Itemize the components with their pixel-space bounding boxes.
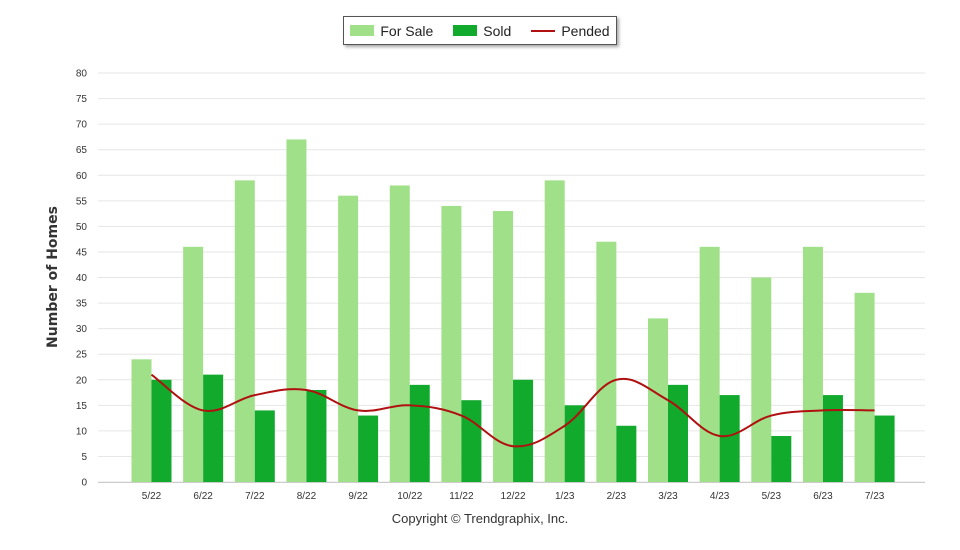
x-tick-label: 8/22 [297, 491, 317, 502]
bar-sold[interactable] [409, 384, 430, 482]
bar-sold[interactable] [822, 395, 843, 482]
y-tick-label: 70 [76, 120, 88, 131]
bar-sold[interactable] [358, 415, 379, 482]
bar-sold[interactable] [668, 384, 688, 482]
bar-sold[interactable] [771, 435, 792, 482]
legend-item-for-sale[interactable]: For Sale [350, 23, 433, 39]
legend-swatch-pended [531, 29, 556, 32]
y-tick-label: 50 [76, 222, 88, 233]
copyright-text: Copyright © Trendgraphix, Inc. [391, 511, 569, 526]
bar-for-sale[interactable] [131, 359, 152, 482]
pended-line [150, 373, 875, 448]
y-tick-label: 30 [76, 324, 88, 335]
legend-label-for-sale: For Sale [380, 22, 434, 39]
line-pended[interactable] [150, 373, 875, 448]
y-tick-label: 55 [76, 196, 88, 207]
x-tick-label: 12/22 [501, 491, 526, 502]
bar-sold[interactable] [616, 425, 637, 482]
legend-item-pended[interactable]: Pended [531, 22, 610, 39]
y-tick-label: 35 [76, 299, 88, 310]
bars [131, 139, 895, 483]
x-tick-label: 1/23 [555, 491, 575, 502]
bar-for-sale[interactable] [544, 180, 565, 483]
y-tick-label: 65 [76, 145, 88, 156]
x-tick-label: 2/23 [607, 491, 627, 502]
x-tick-label: 7/23 [865, 491, 885, 502]
bar-for-sale[interactable] [751, 277, 772, 483]
x-tick-label: 7/22 [245, 491, 265, 502]
y-tick-label: 20 [76, 375, 88, 386]
bar-for-sale[interactable] [699, 246, 720, 482]
bar-sold[interactable] [151, 379, 172, 482]
bar-sold[interactable] [306, 389, 327, 482]
x-tick-label: 5/23 [762, 491, 782, 502]
bar-for-sale[interactable] [234, 180, 255, 483]
x-tick-label: 9/22 [348, 491, 368, 502]
bar-for-sale[interactable] [441, 205, 462, 483]
bar-for-sale[interactable] [648, 318, 668, 482]
legend-swatch-for-sale [350, 25, 375, 36]
bar-sold[interactable] [874, 415, 895, 482]
x-tick-labels: 5/22 6/22 7/22 8/22 9/22 10/22 11/22 12/22 1/23 2… [142, 491, 885, 502]
y-tick-labels: 0 5 10 15 20 25 30 35 40 45 50 55 60 65 70 75 80 [76, 69, 88, 489]
y-tick-label: 5 [81, 452, 87, 463]
bar-for-sale[interactable] [802, 246, 823, 482]
bar-for-sale[interactable] [854, 292, 875, 482]
y-tick-label: 15 [76, 401, 88, 412]
y-tick-label: 0 [81, 478, 87, 489]
bar-sold[interactable] [254, 410, 275, 482]
x-tick-label: 6/23 [813, 491, 833, 502]
bar-for-sale[interactable] [596, 241, 617, 482]
y-tick-label: 80 [76, 69, 88, 80]
x-tick-label: 5/22 [142, 491, 162, 502]
y-tick-label: 10 [76, 426, 88, 437]
y-axis-label: Number of Homes [45, 206, 61, 348]
bar-for-sale[interactable] [493, 211, 514, 482]
x-tick-label: 11/22 [449, 491, 474, 502]
bar-for-sale[interactable] [338, 195, 359, 482]
x-tick-label: 10/22 [397, 491, 422, 502]
bar-sold[interactable] [564, 405, 585, 482]
legend-item-sold[interactable]: Sold [453, 23, 511, 39]
x-tick-label: 4/23 [710, 491, 730, 502]
bar-sold[interactable] [461, 400, 482, 482]
bar-sold[interactable] [203, 374, 224, 482]
y-tick-label: 60 [76, 171, 88, 182]
bar-for-sale[interactable] [183, 246, 204, 482]
legend-label-sold: Sold [483, 22, 512, 39]
legend-swatch-sold [453, 25, 478, 36]
y-tick-label: 25 [76, 350, 88, 361]
legend: For Sale Sold Pended [343, 16, 617, 45]
y-tick-label: 75 [76, 94, 88, 105]
bar-for-sale[interactable] [286, 139, 307, 482]
bar-sold[interactable] [513, 379, 534, 482]
legend-label-pended: Pended [561, 22, 610, 39]
bar-for-sale[interactable] [389, 185, 410, 482]
y-tick-label: 40 [76, 273, 88, 284]
x-tick-label: 3/23 [658, 491, 678, 502]
y-tick-label: 45 [76, 247, 88, 258]
bar-sold[interactable] [719, 395, 740, 482]
x-tick-label: 6/22 [193, 491, 213, 502]
